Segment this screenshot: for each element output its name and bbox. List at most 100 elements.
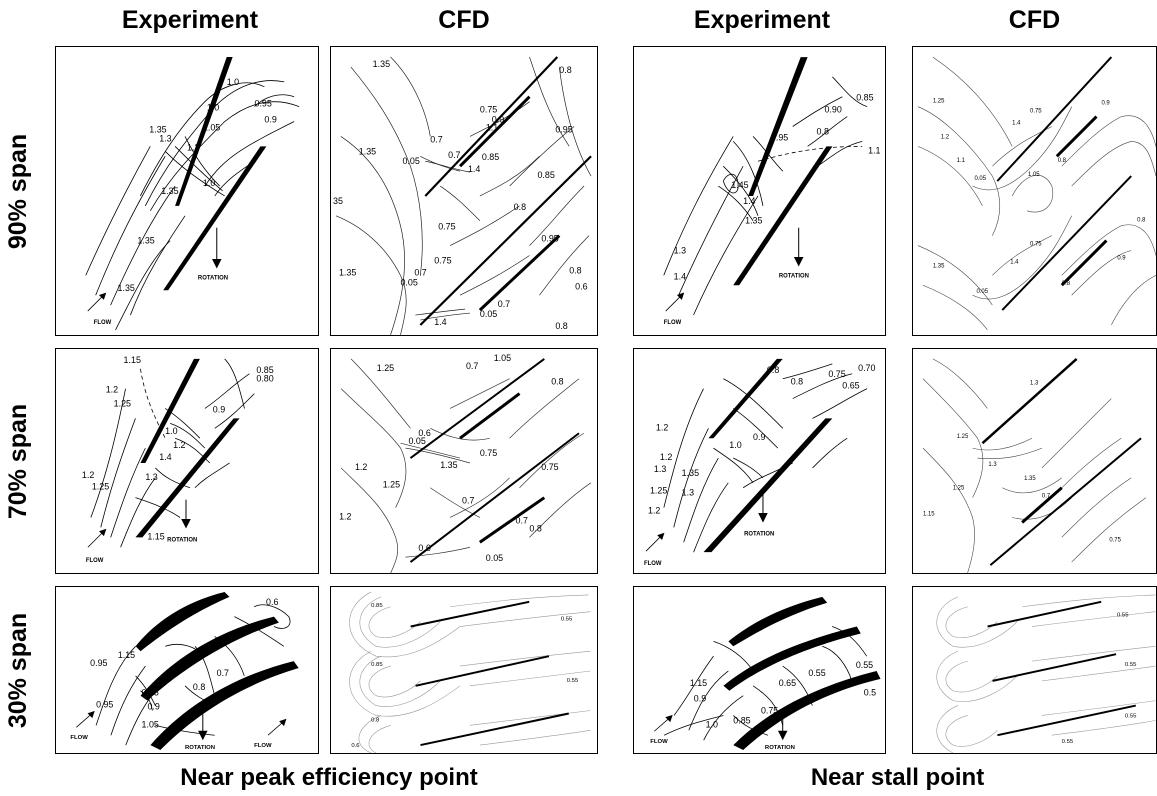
contour-lines bbox=[922, 358, 1147, 573]
contour-labels: 0.6 1.15 0.95 0.85 0.9 0.8 0.7 0.95 1.05 bbox=[90, 597, 278, 730]
blades bbox=[723, 596, 881, 751]
contour-label: 1.0 bbox=[729, 440, 741, 450]
contour-label: 0.75 bbox=[1030, 109, 1042, 115]
contour-label: 1.35 bbox=[745, 216, 762, 226]
contour-label: 1.1 bbox=[486, 122, 498, 132]
contour-label: 0.8 bbox=[817, 126, 829, 136]
contour-label: 0.7 bbox=[1042, 494, 1050, 500]
contour-labels: 1.25 1.2 1.1 0.05 1.05 1.4 0.75 0.8 0.9 … bbox=[933, 99, 1146, 295]
contour-label: 1.3 bbox=[159, 133, 171, 143]
contour-label: 1.35 bbox=[339, 267, 356, 277]
contour-label: 1.2 bbox=[660, 452, 672, 462]
contour-label: 1.2 bbox=[82, 470, 94, 480]
row-header-70-span: 70% span bbox=[2, 348, 36, 574]
contour-label: 0.05 bbox=[976, 289, 988, 295]
contour-label: 0.55 bbox=[808, 668, 825, 678]
flow-arrow bbox=[654, 714, 673, 732]
flow-arrow bbox=[645, 532, 665, 552]
contour-label: 1.2 bbox=[648, 506, 660, 516]
contour-label: 0.95 bbox=[96, 700, 113, 710]
contour-label: 0.6 bbox=[351, 743, 360, 749]
contour-lines bbox=[90, 358, 255, 548]
panel-cfd-30-peak: 0.85 0.55 0.85 0.55 0.8 0.6 bbox=[330, 586, 598, 754]
contour-label: 1.1 bbox=[868, 145, 880, 155]
contour-label: 1.25 bbox=[953, 486, 965, 492]
contour-label: 0.5 bbox=[864, 688, 876, 698]
contour-label: 0.75 bbox=[1030, 242, 1042, 248]
contour-label: 1.3 bbox=[1030, 381, 1039, 387]
contour-lines bbox=[663, 76, 868, 316]
contour-label: 0.7 bbox=[462, 496, 474, 506]
contour-plot: ROTATION FLOW 1.0 0.95 0.9 1.05 1.0 1.35… bbox=[85, 57, 300, 331]
contour-label: 1.3 bbox=[682, 488, 694, 498]
contour-label: 1.4 bbox=[468, 164, 480, 174]
contour-label: 0.9 bbox=[213, 404, 225, 414]
contour-label: 0.05 bbox=[974, 176, 986, 182]
contour-labels: 1.0 0.95 0.9 1.05 1.0 1.35 1.3 1.2 1.0 1… bbox=[118, 77, 277, 293]
flow-label: FLOW bbox=[70, 735, 88, 741]
contour-label: 0.65 bbox=[779, 678, 796, 688]
contour-label: 0.85 bbox=[856, 93, 873, 103]
rotation-arrow bbox=[212, 227, 222, 269]
contour-label: 0.9 bbox=[694, 694, 706, 704]
rotation-label: ROTATION bbox=[198, 275, 228, 281]
contour-label: 0.6 bbox=[266, 597, 278, 607]
flow-label: FLOW bbox=[86, 558, 104, 564]
row-header-30-span: 30% span bbox=[2, 586, 36, 754]
blades bbox=[981, 357, 1142, 566]
panel-experiment-30-stall: ROTATION FLOW 1.15 0.9 0.65 0.55 0.55 0.… bbox=[633, 586, 886, 754]
contour-plot: ROTATION FLOW 1.15 0.85 0.80 1.2 1.25 0.… bbox=[82, 355, 274, 564]
contour-label: 1.0 bbox=[706, 719, 718, 729]
contour-label: 1.25 bbox=[957, 434, 969, 440]
contour-label: 0.8 bbox=[551, 377, 563, 387]
flow-label: FLOW bbox=[664, 320, 682, 326]
contour-label: 0.85 bbox=[482, 152, 499, 162]
contour-label: 1.4 bbox=[1012, 121, 1021, 127]
contour-label: 0.70 bbox=[858, 363, 875, 373]
panel-experiment-90-peak: ROTATION FLOW 1.0 0.95 0.9 1.05 1.0 1.35… bbox=[55, 46, 319, 336]
contour-label: 1.25 bbox=[114, 398, 131, 408]
row-header-90-span: 90% span bbox=[2, 46, 36, 336]
rotation-arrow bbox=[777, 715, 788, 741]
contour-label: 1.4 bbox=[159, 452, 171, 462]
contour-label: 0.75 bbox=[541, 462, 558, 472]
contour-label: 1.1 bbox=[957, 158, 966, 164]
contour-label: 0.6 bbox=[575, 281, 587, 291]
contour-label: 35 bbox=[333, 196, 343, 206]
panel-experiment-70-peak: ROTATION FLOW 1.15 0.85 0.80 1.2 1.25 0.… bbox=[55, 348, 319, 574]
contour-label: 1.15 bbox=[690, 678, 707, 688]
contour-label: 1.4 bbox=[743, 196, 755, 206]
blades bbox=[163, 57, 267, 291]
contour-label: 1.35 bbox=[118, 283, 135, 293]
contour-label: 1.25 bbox=[933, 99, 945, 105]
contour-label: 0.9 bbox=[264, 115, 276, 125]
blades bbox=[410, 600, 569, 747]
contour-label: 0.8 bbox=[371, 717, 380, 723]
contour-label: 1.35 bbox=[149, 124, 166, 134]
contour-lines bbox=[663, 626, 868, 741]
panel-cfd-30-stall: 0.55 0.55 0.55 0.55 bbox=[912, 586, 1157, 754]
footer-peak-efficiency: Near peak efficiency point bbox=[180, 764, 478, 791]
contour-label: 0.9 bbox=[492, 115, 504, 125]
contour-label: 0.75 bbox=[480, 105, 497, 115]
row-header-30-span-text: 30% span bbox=[4, 612, 33, 728]
contour-lines bbox=[349, 591, 591, 753]
contour-label: 0.05 bbox=[402, 156, 419, 166]
rotation-label: ROTATION bbox=[185, 745, 215, 751]
flow-label: FLOW bbox=[644, 561, 662, 567]
contour-label: 1.15 bbox=[147, 531, 164, 541]
contour-label: 1.3 bbox=[654, 464, 666, 474]
contour-label: 0.85 bbox=[256, 365, 273, 375]
contour-label: 0.6 bbox=[418, 543, 430, 553]
contour-label: 0.95 bbox=[90, 658, 107, 668]
contour-label: 0.90 bbox=[824, 105, 841, 115]
contour-lines bbox=[335, 56, 592, 335]
blades bbox=[733, 57, 833, 286]
panel-experiment-90-stall: ROTATION FLOW 0.85 0.90 0.8 0.95 1.1 1.4… bbox=[633, 46, 886, 336]
contour-label: 0.85 bbox=[733, 715, 750, 725]
contour-label: 0.85 bbox=[142, 688, 159, 698]
contour-label: 0.6 bbox=[418, 428, 430, 438]
contour-label: 1.2 bbox=[173, 440, 185, 450]
contour-label: 1.2 bbox=[187, 142, 199, 152]
contour-label: 1.35 bbox=[161, 186, 178, 196]
